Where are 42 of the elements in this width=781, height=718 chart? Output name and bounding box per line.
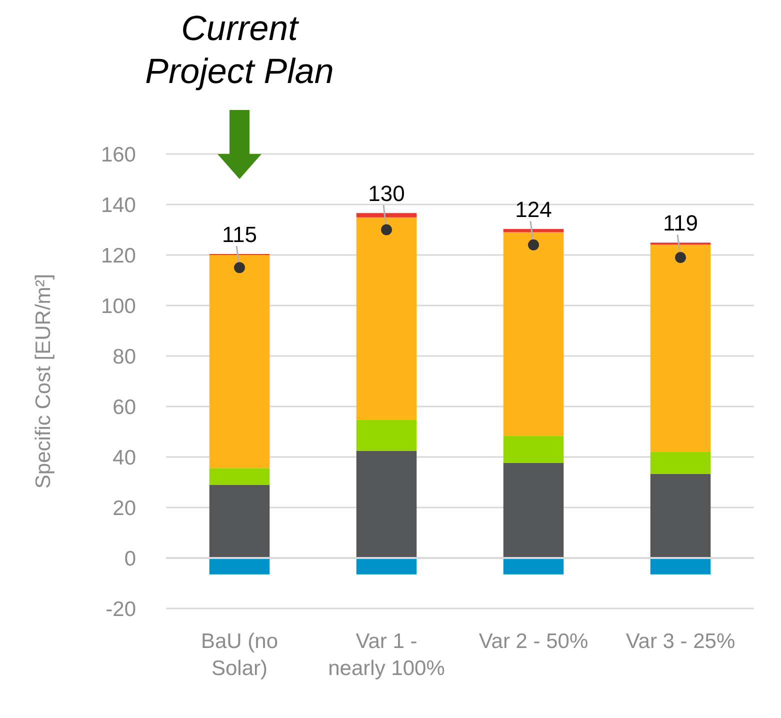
bar (209, 468, 270, 485)
bar (503, 462, 564, 558)
bar (503, 228, 564, 232)
data-label: 119 (662, 210, 698, 236)
y-axis-title: Specific Cost [EUR/m²] (32, 274, 55, 489)
bar (650, 452, 711, 474)
bar (209, 484, 270, 558)
bar (356, 558, 417, 574)
bar (356, 217, 417, 420)
bar (650, 474, 711, 558)
x-tick-label: Var 2 - 50% (478, 630, 588, 653)
y-tick-label: 140 (100, 194, 136, 217)
y-tick-label: 80 (112, 345, 136, 368)
y-tick-label: 60 (112, 396, 136, 419)
y-tick-label: 40 (112, 446, 136, 470)
y-tick-label: 100 (100, 294, 136, 318)
bar (209, 558, 270, 574)
x-tick-label: Var 3 - 25% (626, 630, 736, 653)
bar (503, 436, 564, 463)
bar (356, 420, 417, 451)
y-tick-label: 160 (100, 143, 136, 166)
y-tick-label: 20 (112, 496, 136, 520)
x-tick-label: BaU (no Solar) (200, 630, 278, 680)
point (675, 252, 686, 264)
bar (650, 244, 711, 452)
text: Current Project Plan (145, 9, 334, 91)
y-tick-label: 0 (124, 547, 136, 570)
bar (356, 213, 417, 218)
bar (356, 450, 417, 558)
data-label: 124 (515, 196, 552, 222)
point (528, 239, 539, 250)
x-tick-label: Var 1 - nearly 100% (328, 630, 445, 680)
data-label: 130 (368, 181, 405, 206)
point (234, 262, 245, 274)
bar (503, 558, 564, 574)
data-label: 115 (222, 222, 258, 247)
bar (503, 232, 564, 436)
bar (209, 255, 270, 468)
bar (650, 558, 711, 574)
point (381, 224, 392, 236)
y-tick-label: 120 (100, 244, 136, 268)
y-tick-label: -20 (106, 598, 136, 621)
